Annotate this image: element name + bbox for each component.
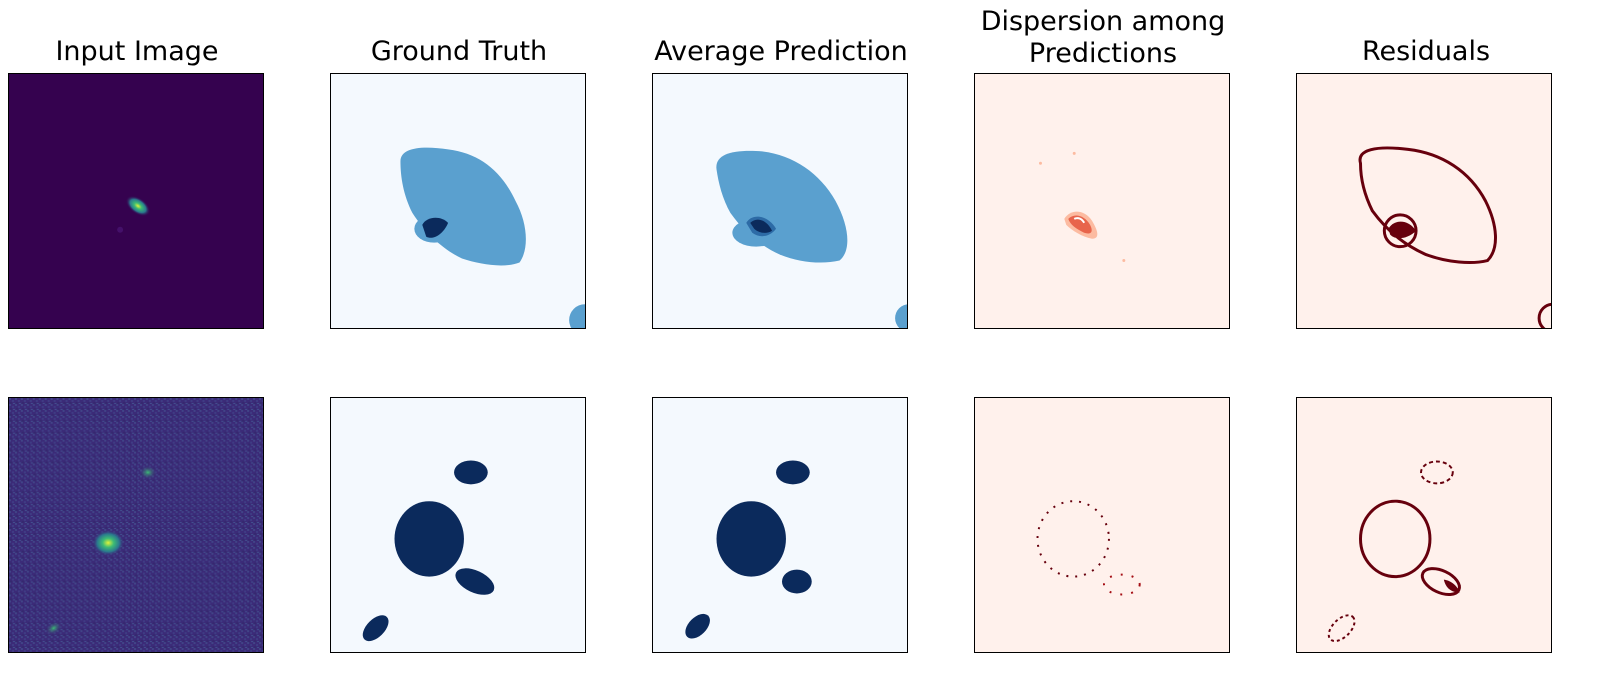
row1-residuals bbox=[1296, 73, 1552, 329]
row1-input-image bbox=[8, 73, 264, 329]
title-ground-truth: Ground Truth bbox=[370, 36, 548, 67]
row2-average-prediction bbox=[652, 397, 908, 653]
row2-ground-truth bbox=[330, 397, 586, 653]
row2-input-image bbox=[8, 397, 264, 653]
title-input-image: Input Image bbox=[55, 36, 219, 67]
title-residuals: Residuals bbox=[1361, 36, 1491, 67]
row1-ground-truth bbox=[330, 73, 586, 329]
row1-dispersion bbox=[974, 73, 1230, 329]
row1-average-prediction bbox=[652, 73, 908, 329]
row2-residuals bbox=[1296, 397, 1552, 653]
row2-dispersion bbox=[974, 397, 1230, 653]
title-dispersion: Dispersion among Predictions bbox=[980, 6, 1226, 69]
title-average-prediction: Average Prediction bbox=[654, 36, 908, 67]
